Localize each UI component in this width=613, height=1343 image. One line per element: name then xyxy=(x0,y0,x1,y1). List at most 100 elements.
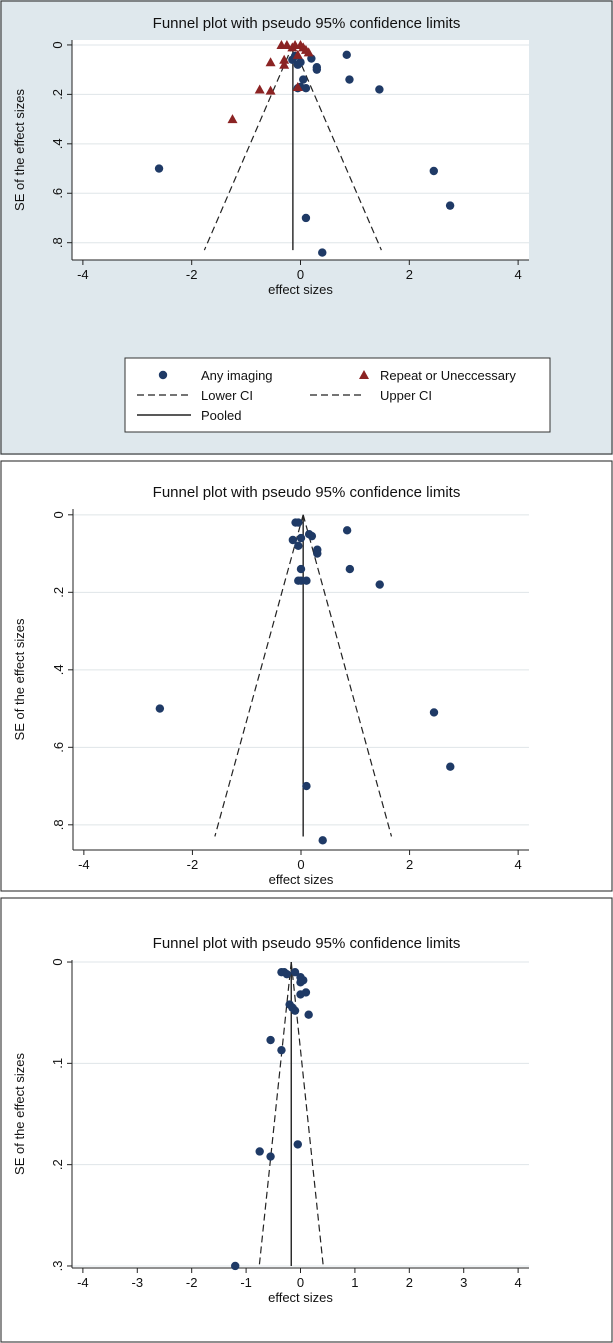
data-point-circle xyxy=(375,85,384,94)
x-tick-label: 1 xyxy=(351,1275,358,1290)
y-tick-label: .1 xyxy=(50,1058,65,1069)
plot-area xyxy=(72,960,529,1268)
data-point-circle xyxy=(318,248,327,257)
data-point-circle xyxy=(345,75,354,84)
x-axis-label: effect sizes xyxy=(268,1290,333,1305)
panel-border xyxy=(0,0,613,455)
panel-border xyxy=(0,460,613,892)
data-point-circle xyxy=(375,580,384,589)
data-point-circle xyxy=(312,65,322,74)
y-tick-label: .4 xyxy=(51,664,66,675)
panel-border xyxy=(0,897,613,1343)
x-tick-label: 4 xyxy=(515,267,522,282)
y-tick-label: .2 xyxy=(50,1159,65,1170)
data-point-triangle xyxy=(279,59,290,69)
data-point-circle xyxy=(293,1140,302,1149)
lower-ci-line xyxy=(258,961,292,1267)
data-point-circle xyxy=(302,781,311,791)
upper-ci-line xyxy=(292,44,382,251)
funnel-plot-1-svg: 0 .2 .4 .6 .8 -4 -2 0 2 4 Funnel plot with pseudo … xyxy=(0,0,613,455)
data-point-circle xyxy=(429,166,438,176)
data-point-circle xyxy=(446,762,455,771)
x-tick-label: 0 xyxy=(297,1275,304,1290)
data-point-circle xyxy=(313,549,322,558)
x-tick-label: -1 xyxy=(240,1275,252,1290)
y-tick-label: 0 xyxy=(50,41,65,48)
funnel-plot-2: 0 .2 .4 .6 .8 -4 -2 0 2 4 Funnel plot with pseudo … xyxy=(0,460,613,892)
data-point-circle xyxy=(299,75,308,84)
data-point-circle xyxy=(296,533,306,543)
data-point-circle xyxy=(155,704,165,713)
data-point-circle xyxy=(277,1045,286,1055)
data-point-circle xyxy=(266,1035,275,1045)
y-tick-label: .4 xyxy=(50,138,65,149)
funnel-plot-1: 0 .2 .4 .6 .8 -4 -2 0 2 4 Funnel plot with pseudo … xyxy=(0,0,613,455)
data-point-circle xyxy=(294,518,303,527)
upper-ci-line xyxy=(302,514,393,837)
y-axis-label: SE of the effect sizes xyxy=(12,89,27,211)
legend-label-lower-ci: Lower CI xyxy=(201,388,253,403)
data-point-circle xyxy=(296,990,305,999)
y-tick-label: 0 xyxy=(50,958,65,965)
x-axis-label: effect sizes xyxy=(269,872,334,887)
data-point-triangle xyxy=(227,114,238,124)
data-point-triangle xyxy=(265,57,276,67)
data-point-circle xyxy=(296,564,306,574)
y-axis-label: SE of the effect sizes xyxy=(12,1053,27,1175)
legend-marker-any-imaging xyxy=(158,370,168,380)
funnel-plot-3: 0 .1 .2 .3 -4 -3 -2 -1 0 1 2 3 4 Funnel plot with pse… xyxy=(0,897,613,1343)
data-point-circle xyxy=(307,531,317,541)
data-point-circle xyxy=(288,535,298,545)
plot-area xyxy=(73,509,529,850)
data-point-circle xyxy=(429,708,439,717)
data-point-circle xyxy=(302,576,311,585)
lower-ci-line xyxy=(214,514,304,837)
data-point-circle xyxy=(294,541,303,551)
x-tick-label: 3 xyxy=(460,1275,467,1290)
data-point-circle xyxy=(345,564,355,574)
legend-label-upper-ci: Upper CI xyxy=(380,388,432,403)
data-point-triangle xyxy=(279,54,290,64)
data-point-circle xyxy=(301,213,311,223)
x-tick-label: -3 xyxy=(132,1275,144,1290)
x-tick-label: 2 xyxy=(406,267,413,282)
x-tick-label: 0 xyxy=(297,267,304,282)
data-point-circle xyxy=(282,969,292,979)
x-tick-label: -2 xyxy=(186,267,198,282)
x-tick-label: -4 xyxy=(77,1275,89,1290)
data-point-circle xyxy=(154,164,164,173)
legend-label-repeat: Repeat or Uneccessary xyxy=(380,368,516,383)
y-tick-label: 0 xyxy=(51,511,66,518)
chart-title: Funnel plot with pseudo 95% confidence l… xyxy=(153,15,461,32)
x-tick-label: -4 xyxy=(78,857,90,872)
data-point-triangle xyxy=(265,85,276,95)
data-point-circle xyxy=(296,58,305,67)
x-tick-label: -2 xyxy=(186,1275,198,1290)
legend-marker-repeat xyxy=(359,370,369,379)
data-point-circle xyxy=(255,1147,264,1156)
data-point-circle xyxy=(301,84,311,93)
data-point-triangle xyxy=(303,47,314,57)
y-tick-label: .6 xyxy=(51,742,66,753)
legend-label-any-imaging: Any imaging xyxy=(201,368,273,383)
data-point-circle xyxy=(290,967,300,977)
y-tick-label: .3 xyxy=(50,1261,65,1272)
x-axis-label: effect sizes xyxy=(268,282,333,297)
data-point-circle xyxy=(231,1261,240,1271)
data-point-circle xyxy=(290,1006,300,1015)
x-tick-label: 0 xyxy=(297,857,304,872)
data-point-circle xyxy=(266,1152,275,1161)
data-point-triangle xyxy=(281,39,292,49)
data-point-triangle xyxy=(292,49,303,59)
y-tick-label: .6 xyxy=(50,188,65,199)
data-point-triangle xyxy=(292,81,303,91)
x-tick-label: 2 xyxy=(406,857,413,872)
x-tick-label: 2 xyxy=(406,1275,413,1290)
data-point-circle xyxy=(304,1010,313,1019)
y-axis-label: SE of the effect sizes xyxy=(12,618,27,740)
data-point-circle xyxy=(296,978,305,987)
data-point-circle xyxy=(445,201,455,210)
legend-label-pooled: Pooled xyxy=(201,408,241,423)
y-tick-label: .8 xyxy=(50,237,65,248)
data-point-circle xyxy=(342,50,351,60)
